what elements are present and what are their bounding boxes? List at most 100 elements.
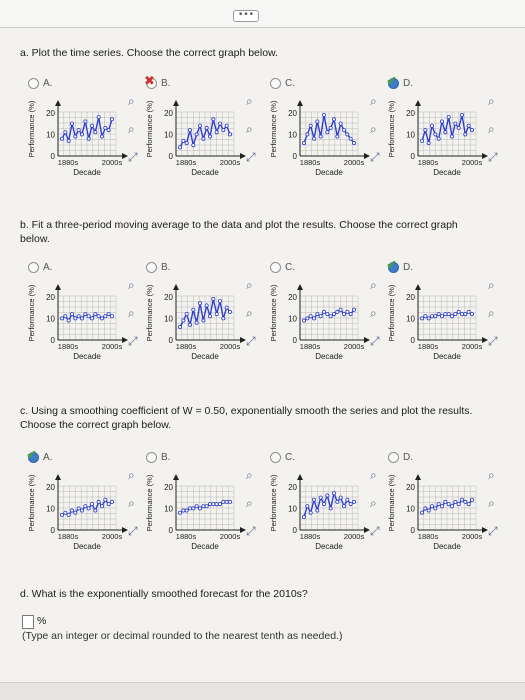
expand-icon[interactable]: ⤢: [488, 524, 498, 538]
expand-icon[interactable]: ⤢: [488, 334, 498, 348]
radio-button[interactable]: [146, 261, 157, 273]
magnify-icon[interactable]: ⌕: [370, 278, 377, 292]
zoom-out-icon[interactable]: ⌕: [370, 306, 377, 320]
data-point: [211, 502, 216, 507]
option-header[interactable]: C.: [270, 260, 295, 274]
radio-button[interactable]: [270, 451, 281, 463]
y-axis-label: Performance (%): [27, 284, 36, 341]
option-header[interactable]: B.: [146, 260, 170, 274]
option-a-a[interactable]: A. 0 10 20 1880s 2000s Decade Performance (%) ⌕ ⌕…: [24, 76, 144, 188]
radio-button[interactable]: [388, 451, 399, 463]
x-axis-arrow: [122, 153, 128, 159]
radio-button[interactable]: ✔: [26, 448, 39, 463]
option-b-c[interactable]: C. 0 10 20 1880s 2000s Decade Performance (%) ⌕ ⌕…: [266, 260, 386, 372]
radio-button[interactable]: ✖: [144, 74, 157, 89]
zoom-out-icon[interactable]: ⌕: [128, 496, 135, 510]
radio-button[interactable]: [28, 261, 39, 273]
option-header[interactable]: B.: [146, 450, 170, 464]
zoom-out-icon[interactable]: ⌕: [246, 122, 253, 136]
option-header[interactable]: ✔ D.: [386, 74, 413, 90]
option-b-a[interactable]: A. 0 10 20 1880s 2000s Decade Performance (%) ⌕ ⌕…: [24, 260, 144, 372]
data-point: [460, 112, 465, 117]
option-b-d[interactable]: ✔ D. 0 10 20 1880s 2000s Decade Performance (%) ⌕…: [384, 258, 504, 372]
option-header[interactable]: ✖ B.: [144, 74, 170, 90]
expand-icon[interactable]: ⤢: [246, 334, 256, 348]
zoom-out-icon[interactable]: ⌕: [128, 122, 135, 136]
option-a-c[interactable]: C. 0 10 20 1880s 2000s Decade Performance (%) ⌕ ⌕…: [266, 76, 386, 188]
option-b-b[interactable]: B. 0 10 20 1880s 2000s Decade Performance (%) ⌕ ⌕…: [142, 260, 262, 372]
magnify-icon[interactable]: ⌕: [246, 468, 253, 482]
y-tick-label: 20: [288, 109, 297, 118]
data-point: [420, 316, 425, 321]
expand-icon[interactable]: ⤢: [128, 150, 138, 164]
option-header[interactable]: A.: [28, 76, 52, 90]
zoom-out-icon[interactable]: ⌕: [488, 306, 495, 320]
option-header[interactable]: ✔ D.: [386, 258, 413, 274]
zoom-out-icon[interactable]: ⌕: [488, 122, 495, 136]
data-point: [420, 510, 425, 515]
y-tick-label: 20: [406, 109, 415, 118]
y-axis-arrow: [297, 474, 303, 480]
option-c-b[interactable]: B. 0 10 20 1880s 2000s Decade Performance (%) ⌕ ⌕…: [142, 450, 262, 562]
zoom-out-icon[interactable]: ⌕: [370, 496, 377, 510]
zoom-out-icon[interactable]: ⌕: [246, 496, 253, 510]
data-point: [228, 309, 233, 314]
radio-button[interactable]: ✔: [386, 258, 399, 273]
data-point: [325, 493, 330, 498]
radio-button[interactable]: [28, 77, 39, 89]
radio-button[interactable]: [146, 451, 157, 463]
y-tick-label: 0: [411, 526, 416, 535]
x-tick-label: 2000s: [344, 342, 365, 351]
option-header[interactable]: A.: [28, 260, 52, 274]
y-axis-arrow: [297, 284, 303, 290]
x-tick-label: 2000s: [462, 532, 483, 541]
expand-icon[interactable]: ⤢: [370, 334, 380, 348]
option-label: D.: [403, 77, 413, 89]
option-a-b[interactable]: ✖ B. 0 10 20 1880s 2000s Decade Performance (%) ⌕…: [142, 74, 262, 188]
option-c-c[interactable]: C. 0 10 20 1880s 2000s Decade Performance (%) ⌕ ⌕…: [266, 450, 386, 562]
zoom-out-icon[interactable]: ⌕: [128, 306, 135, 320]
expand-icon[interactable]: ⤢: [370, 150, 380, 164]
radio-button[interactable]: [270, 261, 281, 273]
option-c-d[interactable]: D. 0 10 20 1880s 2000s Decade Performance (%) ⌕ ⌕…: [384, 450, 504, 562]
expand-icon[interactable]: ⤢: [246, 150, 256, 164]
magnify-icon[interactable]: ⌕: [488, 94, 495, 108]
magnify-icon[interactable]: ⌕: [488, 278, 495, 292]
zoom-out-icon[interactable]: ⌕: [246, 306, 253, 320]
expand-icon[interactable]: ⤢: [488, 150, 498, 164]
magnify-icon[interactable]: ⌕: [370, 94, 377, 108]
data-point: [63, 314, 68, 319]
magnify-icon[interactable]: ⌕: [128, 468, 135, 482]
option-header[interactable]: D.: [388, 450, 413, 464]
expand-icon[interactable]: ⤢: [246, 524, 256, 538]
option-c-a[interactable]: ✔ A. 0 10 20 1880s 2000s Decade Performance (%) ⌕…: [24, 448, 144, 562]
option-header[interactable]: C.: [270, 76, 295, 90]
x-axis-label: Decade: [315, 542, 343, 551]
magnify-icon[interactable]: ⌕: [246, 94, 253, 108]
data-point: [90, 316, 95, 321]
data-point: [70, 121, 75, 126]
zoom-out-icon[interactable]: ⌕: [370, 122, 377, 136]
expand-icon[interactable]: ⤢: [128, 524, 138, 538]
radio-button[interactable]: ✔: [386, 74, 399, 89]
option-a-d[interactable]: ✔ D. 0 10 20 1880s 2000s Decade Performance (%) ⌕…: [384, 74, 504, 188]
data-point: [208, 134, 213, 139]
magnify-icon[interactable]: ⌕: [488, 468, 495, 482]
expand-icon[interactable]: ⤢: [370, 524, 380, 538]
radio-button[interactable]: [270, 77, 281, 89]
magnify-icon[interactable]: ⌕: [128, 278, 135, 292]
magnify-icon[interactable]: ⌕: [370, 468, 377, 482]
data-point: [106, 312, 111, 317]
forecast-answer-input[interactable]: [22, 615, 34, 629]
magnify-icon[interactable]: ⌕: [246, 278, 253, 292]
magnify-icon[interactable]: ⌕: [128, 94, 135, 108]
option-header[interactable]: ✔ A.: [26, 448, 52, 464]
option-header[interactable]: C.: [270, 450, 295, 464]
x-tick-label: 1880s: [300, 158, 321, 167]
expand-icon[interactable]: ⤢: [128, 334, 138, 348]
more-options-button[interactable]: •••: [233, 10, 259, 22]
y-tick-label: 10: [46, 314, 55, 323]
zoom-out-icon[interactable]: ⌕: [488, 496, 495, 510]
